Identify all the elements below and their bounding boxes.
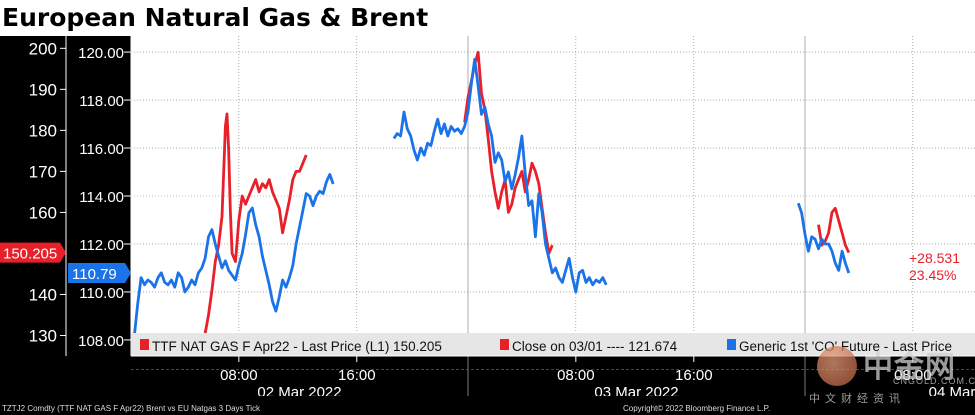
legend-entry: Close on 03/01 ---- 121.674 bbox=[512, 339, 678, 354]
legend-entry: TTF NAT GAS F Apr22 - Last Price (L1) 15… bbox=[152, 339, 442, 354]
inner-axis-tick-label: 118.00 bbox=[79, 93, 124, 110]
brent-line bbox=[392, 57, 608, 294]
x-axis-tick-label: 16:00 bbox=[338, 367, 376, 384]
footer-source: TZTJ2 Comdty (TTF NAT GAS F Apr22) Brent… bbox=[2, 404, 260, 413]
left-axis-tick-label: 190 bbox=[29, 80, 57, 99]
left-axis-tick-label: 180 bbox=[29, 121, 57, 140]
left-axis-tick-label: 130 bbox=[29, 326, 57, 345]
legend-bar bbox=[131, 333, 975, 356]
inner-axis-tick-label: 120.00 bbox=[78, 45, 124, 62]
x-axis-tick-label: 16:00 bbox=[675, 367, 713, 384]
legend-swatch bbox=[500, 339, 509, 350]
inner-axis-tick-label: 108.00 bbox=[78, 333, 124, 350]
legend-entry: Generic 1st 'CO' Future - Last Price bbox=[739, 339, 952, 354]
x-axis-tick-label: 08:00 bbox=[557, 367, 595, 384]
left-axis-tick-label: 170 bbox=[29, 162, 57, 181]
brent-last-value-label: 110.79 bbox=[72, 266, 117, 283]
ttf-line bbox=[200, 112, 308, 353]
left-axis-tick-label: 200 bbox=[29, 39, 57, 58]
ttf-last-value-badge bbox=[0, 242, 66, 263]
x-axis-day-label: 02 Mar 2022 bbox=[257, 384, 341, 396]
x-axis-day-label: 03 Mar 2022 bbox=[594, 384, 678, 396]
left-axis-tick-label: 140 bbox=[29, 285, 57, 304]
brent-line bbox=[129, 172, 335, 341]
watermark: 中金网 CNGOLD.COM.CN 中文财经资讯 bbox=[805, 340, 975, 405]
brent-last-value-badge bbox=[68, 263, 131, 284]
ttf-line bbox=[463, 50, 554, 255]
brent-line bbox=[796, 202, 851, 274]
x-axis-tick-label: 08:00 bbox=[220, 367, 258, 384]
change-pct-label: 23.45% bbox=[909, 267, 956, 283]
left-axis-tick-label: 160 bbox=[29, 203, 57, 222]
legend-swatch bbox=[140, 339, 149, 350]
watermark-tagline: 中文财经资讯 bbox=[809, 392, 905, 405]
x-axis-day-label: 04 Mar bbox=[929, 384, 975, 396]
inner-axis-tick-label: 110.00 bbox=[79, 285, 124, 302]
x-axis-tick-label: 08:00 bbox=[894, 367, 932, 384]
ttf-last-value-label: 150.205 bbox=[3, 246, 57, 263]
watermark-logo-icon bbox=[817, 346, 857, 386]
footer-copyright: Copyright© 2022 Bloomberg Finance L.P. bbox=[623, 404, 771, 413]
inner-axis-tick-label: 116.00 bbox=[79, 141, 124, 158]
watermark-name: 中金网 bbox=[863, 350, 956, 385]
inner-axis-tick-label: 114.00 bbox=[79, 189, 124, 206]
chart-area: 130140150160170180190200108.00110.00112.… bbox=[0, 36, 975, 396]
inner-axis-tick-label: 112.00 bbox=[79, 237, 124, 254]
chart-title: European Natural Gas & Brent bbox=[0, 0, 975, 36]
legend-swatch bbox=[727, 339, 736, 350]
watermark-domain: CNGOLD.COM.CN bbox=[893, 376, 975, 386]
change-abs-label: +28.531 bbox=[909, 250, 960, 266]
